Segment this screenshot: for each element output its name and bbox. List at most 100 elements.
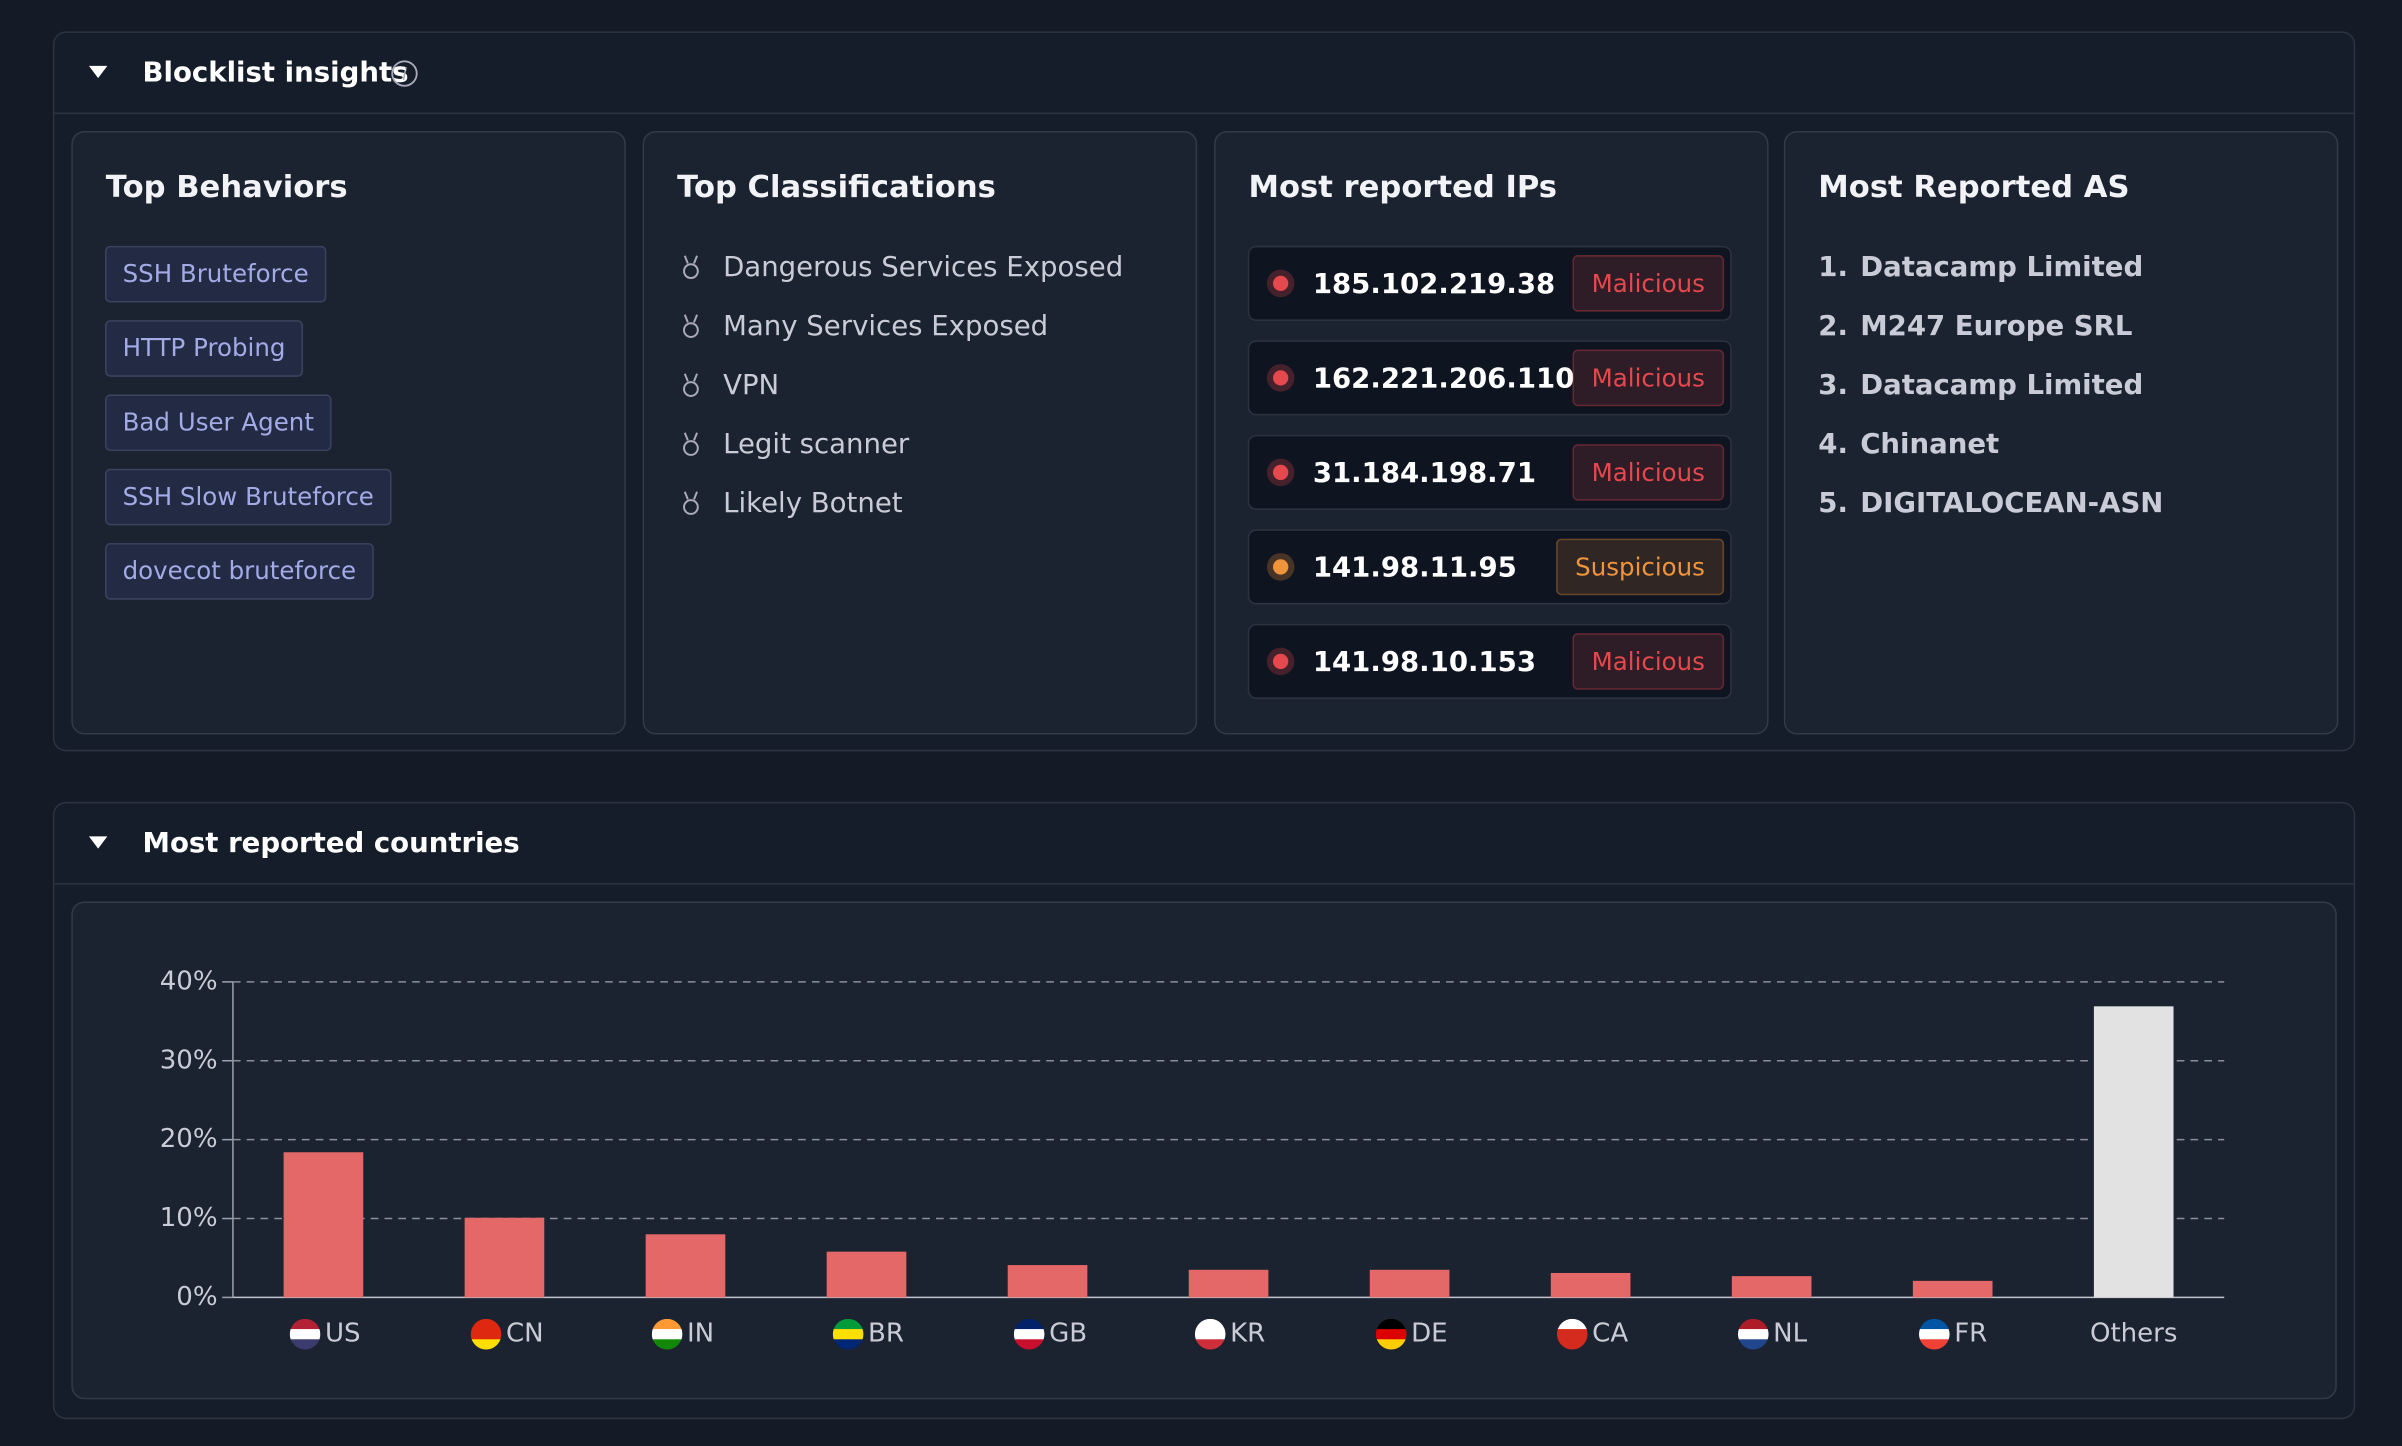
x-tick-label: BR — [868, 1319, 904, 1349]
flag-fill — [470, 1318, 502, 1350]
status-label: Malicious — [1592, 458, 1705, 487]
status-label: Malicious — [1592, 269, 1705, 298]
flag-stripe — [1737, 1329, 1769, 1341]
flag-stripe — [651, 1318, 683, 1330]
flag-icon — [1737, 1318, 1769, 1350]
behavior-label: SSH Bruteforce — [123, 259, 309, 288]
ip-address: 31.184.198.71 — [1313, 456, 1536, 489]
flag-fill — [1013, 1318, 1045, 1350]
badge-icon-ribbon — [683, 491, 698, 500]
flag-stripe — [651, 1329, 683, 1341]
as-name: Chinanet — [1860, 427, 1999, 460]
bar — [283, 1152, 364, 1298]
x-tick-label: NL — [1773, 1319, 1807, 1349]
x-tick-label: Others — [2090, 1319, 2177, 1349]
status-label: Malicious — [1592, 363, 1705, 392]
flag-fill — [1556, 1318, 1588, 1350]
badge-icon-ring — [683, 440, 699, 456]
flag-fill — [1375, 1318, 1407, 1350]
ip-row — [1247, 623, 1732, 699]
bar — [464, 1217, 545, 1298]
status-label: Suspicious — [1575, 552, 1705, 581]
badge-icon-ribbon — [683, 255, 698, 264]
info-icon[interactable]: i — [391, 60, 418, 87]
flag-stripe — [289, 1339, 321, 1350]
flag-stripe — [289, 1318, 321, 1330]
flag-stripe — [1194, 1339, 1226, 1350]
flag-stripe — [1918, 1318, 1950, 1330]
behavior-tag — [105, 394, 332, 452]
ip-row — [1247, 434, 1732, 510]
x-tick-label: US — [325, 1319, 361, 1349]
x-tick-label: FR — [1954, 1319, 1987, 1349]
flag-stripe — [832, 1318, 864, 1330]
badge-icon — [683, 432, 699, 456]
flag-stripe — [1556, 1339, 1588, 1350]
x-tick-label: IN — [687, 1319, 714, 1349]
behavior-tag — [105, 543, 374, 600]
bar — [1188, 1269, 1269, 1298]
collapse-toggle[interactable] — [88, 65, 108, 79]
card — [1783, 130, 2339, 735]
bar — [1550, 1272, 1631, 1298]
behavior-tag — [105, 468, 392, 526]
as-name: DIGITALOCEAN-ASN — [1860, 486, 2163, 519]
classification-label: Legit scanner — [723, 427, 910, 460]
card — [642, 130, 1198, 735]
status-badge — [1572, 444, 1725, 501]
classification-label: Many Services Exposed — [723, 309, 1048, 342]
badge-icon-ring — [683, 381, 699, 397]
panel-title: Blocklist insights — [143, 56, 409, 89]
y-tick-label: 40% — [160, 966, 218, 996]
flag-icon — [1375, 1318, 1407, 1350]
status-dot — [1272, 275, 1289, 292]
ip-address: 185.102.219.38 — [1313, 267, 1555, 300]
behavior-label: SSH Slow Bruteforce — [123, 482, 374, 511]
flag-stripe — [1013, 1318, 1045, 1330]
flag-stripe — [470, 1339, 502, 1350]
flag-stripe — [1737, 1339, 1769, 1350]
flag-stripe — [832, 1329, 864, 1341]
svg-text:i: i — [402, 64, 407, 84]
behavior-label: Bad User Agent — [123, 408, 315, 437]
collapse-toggle[interactable] — [88, 836, 108, 849]
bar — [2093, 1006, 2174, 1298]
flag-stripe — [289, 1329, 321, 1341]
ip-address: 141.98.10.153 — [1313, 645, 1536, 678]
as-rank: 3. — [1818, 368, 1848, 401]
flag-stripe — [832, 1339, 864, 1350]
x-tick-label: DE — [1411, 1319, 1448, 1349]
status-dot — [1272, 653, 1289, 670]
status-badge — [1572, 255, 1725, 312]
bar — [1007, 1265, 1088, 1298]
status-badge — [1572, 633, 1725, 690]
flag-stripe — [470, 1318, 502, 1330]
ip-row — [1247, 529, 1732, 605]
flag-stripe — [470, 1329, 502, 1341]
ip-address: 162.221.206.110 — [1313, 361, 1575, 394]
as-name: Datacamp Limited — [1860, 368, 2143, 401]
flag-fill — [1918, 1318, 1950, 1350]
flag-stripe — [1918, 1329, 1950, 1341]
badge-icon-ring — [683, 499, 699, 515]
status-badge — [1572, 349, 1725, 407]
badge-icon-ribbon — [683, 373, 698, 382]
flag-stripe — [1556, 1318, 1588, 1330]
flag-icon — [651, 1318, 683, 1350]
flag-stripe — [1737, 1318, 1769, 1330]
status-badge — [1556, 538, 1725, 596]
y-tick-label: 10% — [160, 1203, 218, 1233]
badge-icon — [683, 491, 699, 515]
status-label: Malicious — [1592, 647, 1705, 676]
badge-icon — [683, 255, 699, 280]
y-tick-label: 20% — [160, 1124, 218, 1154]
as-rank: 5. — [1818, 486, 1848, 519]
behavior-label: dovecot bruteforce — [123, 556, 356, 585]
flag-icon — [1194, 1318, 1226, 1350]
bar — [1731, 1276, 1812, 1298]
bar — [1369, 1269, 1450, 1298]
flag-stripe — [1013, 1339, 1045, 1350]
flag-stripe — [1194, 1318, 1226, 1330]
